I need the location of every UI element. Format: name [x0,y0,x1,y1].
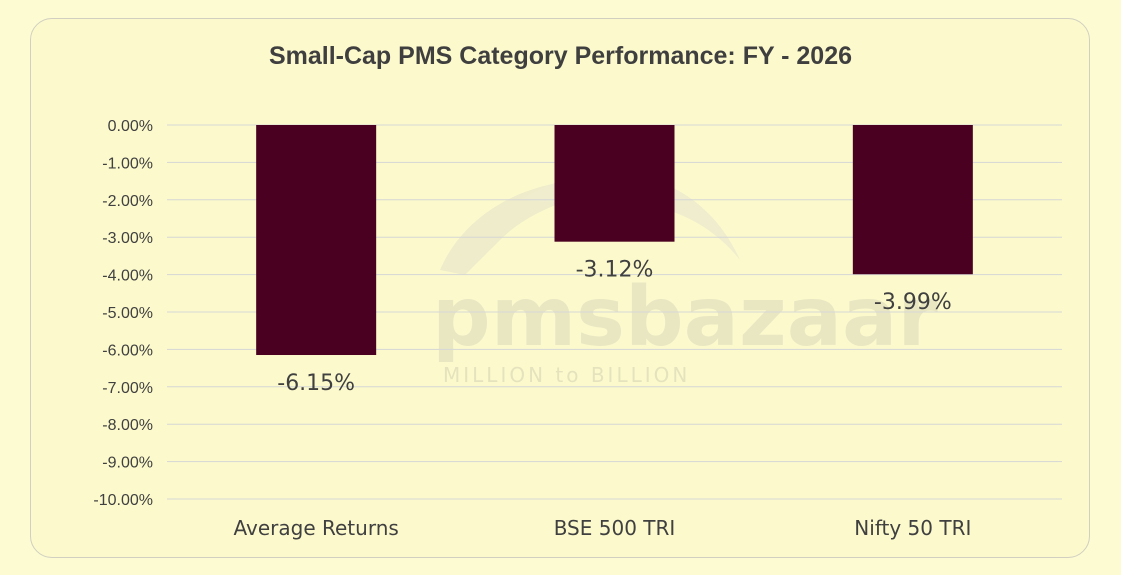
y-tick-label: -10.00% [93,492,153,509]
chart-title: Small-Cap PMS Category Performance: FY -… [268,42,853,70]
x-tick-label: BSE 500 TRI [554,516,676,540]
x-tick-label: Average Returns [234,516,399,540]
data-label: -3.12% [576,258,654,283]
y-tick-label: -7.00% [102,380,153,397]
y-tick-label: -6.00% [102,342,153,359]
y-tick-label: -9.00% [102,455,153,472]
watermark-brand: pmsbazaar [432,270,938,365]
data-label: -3.99% [874,290,952,315]
y-tick-label: -2.00% [102,193,153,210]
y-tick-label: -8.00% [102,417,153,434]
y-axis: 0.00% -1.00% -2.00% -3.00% -4.00% -5.00% -6.00… [93,118,153,509]
watermark-tagline: MILLION to BILLION [443,363,690,387]
data-label: -6.15% [277,371,355,396]
bar [256,125,377,356]
y-tick-label: -1.00% [102,155,153,172]
bar [554,125,675,242]
data-labels: -6.15% -3.12% -3.99% [277,258,951,396]
bar [852,125,973,275]
bars [256,125,973,356]
y-tick-label: 0.00% [108,118,153,135]
x-axis: Average Returns BSE 500 TRI Nifty 50 TRI [234,516,972,540]
y-tick-label: -5.00% [102,305,153,322]
y-tick-label: -4.00% [102,268,153,285]
chart-card [30,18,1090,558]
x-tick-label: Nifty 50 TRI [854,516,971,540]
y-tick-label: -3.00% [102,230,153,247]
